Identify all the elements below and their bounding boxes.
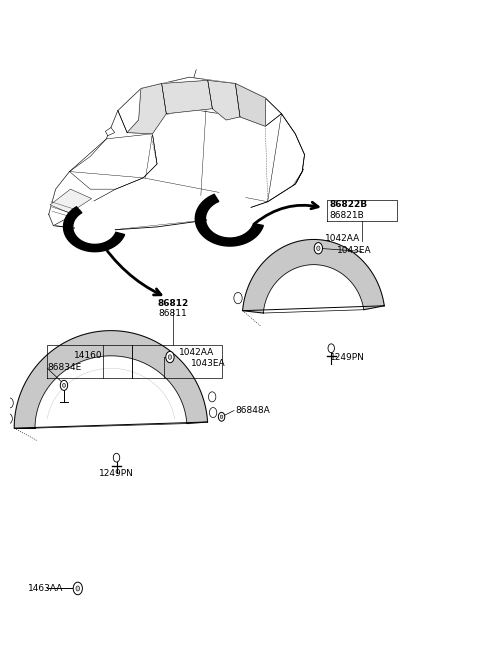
Circle shape	[234, 292, 242, 304]
Text: 86822B: 86822B	[330, 200, 368, 210]
Circle shape	[208, 392, 216, 402]
Circle shape	[5, 414, 12, 424]
Text: 86834E: 86834E	[48, 363, 82, 371]
Circle shape	[166, 351, 174, 363]
Circle shape	[314, 242, 323, 254]
Polygon shape	[242, 240, 384, 313]
Polygon shape	[208, 81, 240, 120]
Polygon shape	[50, 189, 92, 213]
Circle shape	[6, 398, 13, 408]
Polygon shape	[118, 77, 281, 132]
Circle shape	[62, 383, 65, 387]
Circle shape	[113, 453, 120, 462]
Text: 1042AA: 1042AA	[179, 348, 215, 356]
Circle shape	[328, 344, 335, 352]
Text: 1043EA: 1043EA	[191, 359, 225, 368]
Polygon shape	[49, 77, 304, 230]
Text: 1249PN: 1249PN	[330, 353, 365, 362]
Polygon shape	[162, 81, 212, 114]
Circle shape	[75, 202, 114, 255]
Polygon shape	[63, 207, 125, 252]
Circle shape	[168, 355, 172, 360]
Text: 14160: 14160	[73, 351, 102, 360]
Text: 86812: 86812	[157, 299, 189, 308]
Circle shape	[76, 586, 80, 591]
Circle shape	[218, 413, 225, 421]
Polygon shape	[235, 84, 265, 126]
Polygon shape	[70, 134, 157, 189]
Polygon shape	[14, 331, 207, 428]
Polygon shape	[195, 195, 264, 246]
Text: 1042AA: 1042AA	[325, 234, 360, 244]
Text: 1463AA: 1463AA	[28, 584, 63, 593]
Text: 1043EA: 1043EA	[337, 246, 372, 255]
Circle shape	[220, 415, 223, 419]
Polygon shape	[106, 128, 115, 136]
Circle shape	[209, 407, 217, 418]
Polygon shape	[49, 111, 157, 225]
Text: 86811: 86811	[159, 309, 188, 318]
Text: 86848A: 86848A	[235, 406, 270, 415]
Text: 86821B: 86821B	[330, 211, 365, 220]
Polygon shape	[127, 84, 166, 134]
Circle shape	[208, 190, 252, 250]
Text: 1249PN: 1249PN	[99, 469, 134, 478]
Circle shape	[73, 582, 83, 595]
Circle shape	[60, 381, 68, 390]
Circle shape	[317, 246, 320, 250]
